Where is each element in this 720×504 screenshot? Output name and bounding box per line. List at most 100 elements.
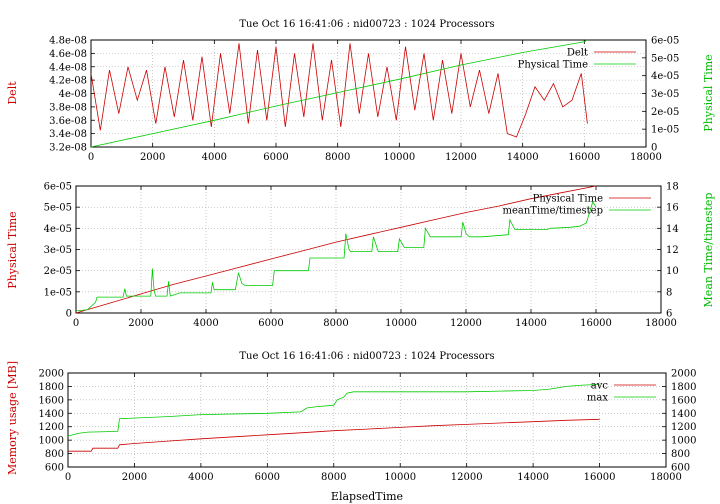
- y-left-tick-label: 3.6e-08: [49, 116, 87, 127]
- series-line-max: [67, 384, 600, 437]
- panel2-ylabel-right: Mean Time/timestep: [702, 193, 715, 308]
- y-right-tick-label: 600: [671, 463, 690, 474]
- x-tick-label: 6000: [255, 472, 280, 483]
- y-left-tick-label: 3e-05: [44, 245, 72, 256]
- x-tick-label: 8000: [323, 318, 348, 329]
- y-left-tick-label: 3.4e-08: [49, 129, 87, 140]
- x-tick-label: 14000: [515, 318, 547, 329]
- y-right-tick-label: 16: [666, 203, 679, 214]
- series-line-avc: [68, 418, 600, 452]
- y-right-tick-label: 5e-05: [651, 53, 679, 64]
- panel-memory-usage: 0 2000 4000 6000 8000 10000 12000 14000 16000 180…: [39, 369, 697, 484]
- y-left-tick-label: 5e-05: [44, 203, 72, 214]
- x-tick-label: 4000: [193, 318, 218, 329]
- y-right-tick-label: 6: [666, 309, 672, 320]
- y-left-tick-label: 4.8e-08: [49, 36, 87, 47]
- y-left-tick-label: 4e-08: [59, 89, 87, 100]
- panel1-ylabel-left: Delt: [6, 81, 19, 105]
- y-left-tick-label: 3.2e-08: [49, 143, 87, 154]
- x-tick-label: 8000: [325, 152, 350, 163]
- x-tick-label: 10000: [383, 152, 415, 163]
- bottom-chart-title: Tue Oct 16 16:41:06 : nid00723 : 1024 Pr…: [239, 351, 494, 362]
- x-tick-label: 2000: [122, 472, 147, 483]
- x-tick-label: 4000: [188, 472, 213, 483]
- y-right-tick-label: 1600: [671, 395, 696, 406]
- legend-label: Physical Time: [518, 60, 588, 71]
- x-tick-label: 6000: [258, 318, 283, 329]
- y-left-tick-label: 600: [45, 463, 64, 474]
- x-axis-label: ElapsedTime: [331, 490, 403, 503]
- y-left-tick-label: 1800: [39, 382, 64, 393]
- series-line-delt: [90, 43, 588, 138]
- y-right-tick-label: 10: [666, 266, 679, 277]
- x-tick-label: 0: [65, 472, 71, 483]
- y-left-tick-label: 4.6e-08: [49, 49, 87, 60]
- x-tick-label: 2000: [128, 318, 153, 329]
- plot-frame: [90, 39, 647, 148]
- y-right-tick-label: 4e-05: [651, 71, 679, 82]
- series-line-physical-time: [90, 39, 588, 148]
- y-right-tick-label: 1000: [671, 436, 696, 447]
- panel1-ylabel-right: Physical Time: [702, 54, 715, 131]
- y-left-tick-label: 0: [66, 309, 72, 320]
- series-line-meantime-timestep: [75, 200, 597, 312]
- y-right-tick-label: 2e-05: [651, 107, 679, 118]
- x-tick-label: 12000: [445, 152, 477, 163]
- x-tick-label: 18000: [630, 152, 662, 163]
- x-tick-label: 14000: [517, 472, 549, 483]
- y-right-tick-label: 1e-05: [651, 125, 679, 136]
- x-tick-label: 18000: [650, 472, 682, 483]
- x-tick-label: 8000: [321, 472, 346, 483]
- x-tick-label: 4000: [202, 152, 227, 163]
- y-right-tick-label: 3e-05: [651, 89, 679, 100]
- y-left-tick-label: 1e-05: [44, 287, 72, 298]
- panel2-ylabel-left: Physical Time: [6, 211, 19, 288]
- panel-physical-time-mean-time: 0 2000 4000 6000 8000 10000 12000 14000 16000 180…: [44, 182, 679, 330]
- y-right-tick-label: 2000: [671, 369, 696, 380]
- y-left-tick-label: 3.8e-08: [49, 102, 87, 113]
- y-left-tick-label: 4.2e-08: [49, 76, 87, 87]
- y-left-tick-label: 6e-05: [44, 182, 72, 193]
- x-tick-label: 12000: [450, 318, 482, 329]
- legend-label: Delt: [567, 48, 588, 59]
- x-tick-label: 18000: [645, 318, 677, 329]
- x-tick-label: 12000: [451, 472, 483, 483]
- x-tick-label: 10000: [384, 472, 416, 483]
- x-tick-label: 0: [88, 152, 94, 163]
- y-left-tick-label: 1400: [39, 409, 64, 420]
- y-left-tick-label: 4.4e-08: [49, 62, 87, 73]
- y-right-tick-label: 800: [671, 449, 690, 460]
- y-right-tick-label: 12: [666, 245, 679, 256]
- x-tick-label: 16000: [568, 152, 600, 163]
- legend-label: avc: [591, 381, 609, 392]
- top-chart-title: Tue Oct 16 16:41:06 : nid00723 : 1024 Pr…: [239, 19, 494, 30]
- y-left-tick-label: 800: [45, 449, 64, 460]
- plot-frame: [75, 185, 662, 314]
- y-right-tick-label: 0: [651, 143, 657, 154]
- legend-label: max: [587, 393, 608, 404]
- y-left-tick-label: 2e-05: [44, 266, 72, 277]
- y-left-tick-label: 2000: [39, 369, 64, 380]
- plot-frame: [67, 372, 667, 468]
- x-tick-label: 6000: [263, 152, 288, 163]
- x-tick-label: 16000: [584, 472, 616, 483]
- legend-label: meanTime/timestep: [502, 206, 603, 217]
- y-right-tick-label: 14: [666, 224, 679, 235]
- y-left-tick-label: 1000: [39, 436, 64, 447]
- x-tick-label: 2000: [140, 152, 165, 163]
- y-right-tick-label: 1400: [671, 409, 696, 420]
- panel3-ylabel-left: Memory usage [MB]: [6, 361, 19, 475]
- x-tick-label: 14000: [507, 152, 539, 163]
- y-left-tick-label: 1200: [39, 422, 64, 433]
- y-right-tick-label: 1200: [671, 422, 696, 433]
- y-right-tick-label: 6e-05: [651, 36, 679, 47]
- y-right-tick-label: 8: [666, 287, 672, 298]
- x-tick-label: 0: [73, 318, 79, 329]
- y-left-tick-label: 1600: [39, 395, 64, 406]
- legend-label: Physical Time: [533, 194, 603, 205]
- x-tick-label: 16000: [580, 318, 612, 329]
- y-right-tick-label: 1800: [671, 382, 696, 393]
- x-tick-label: 10000: [385, 318, 417, 329]
- panel-delt-physical-time: 0 2000 4000 6000 8000 10000 12000 14000 16000 180…: [49, 36, 679, 164]
